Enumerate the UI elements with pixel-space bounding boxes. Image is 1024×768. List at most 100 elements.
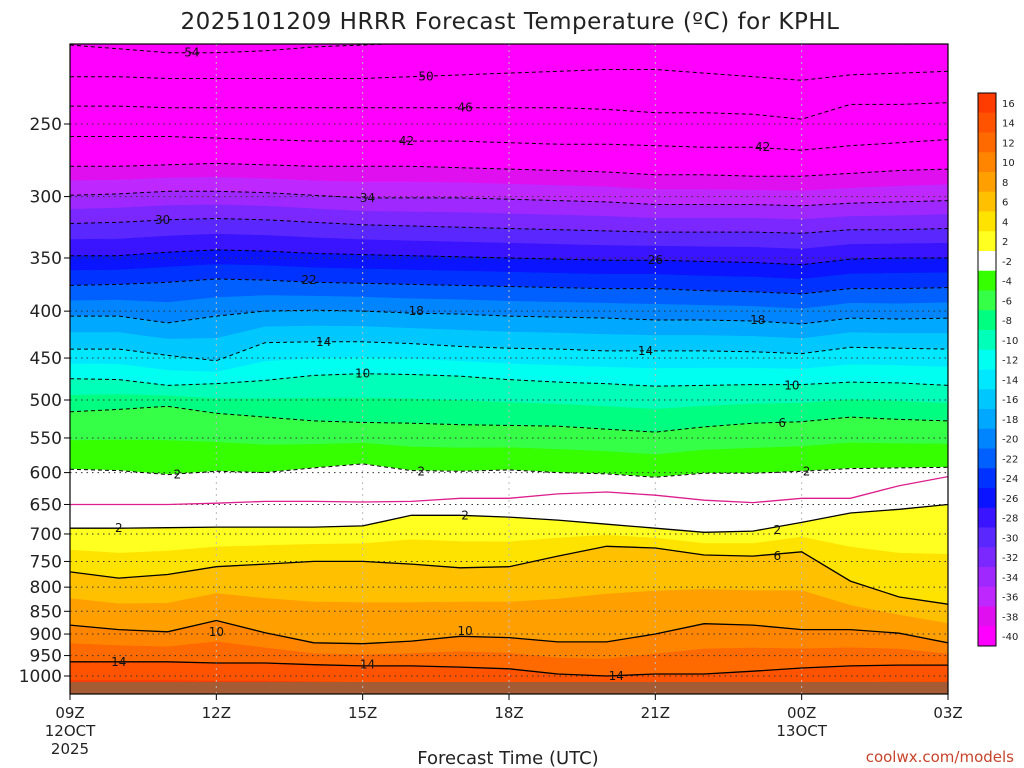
colorbar-swatch (978, 428, 996, 449)
colorbar-swatch (978, 270, 996, 291)
colorbar-swatch (978, 132, 996, 153)
colorbar-label: -14 (1002, 375, 1018, 386)
isotherm-label: 18 (409, 304, 424, 318)
colorbar-swatch (978, 409, 996, 430)
colorbar-label: -10 (1002, 336, 1018, 347)
y-tick-label: 1000 (19, 667, 62, 687)
y-tick-label: 350 (30, 249, 62, 269)
isotherm-line (70, 341, 948, 362)
colorbar-label: 2 (1002, 237, 1008, 248)
x-tick-label: 00Z (787, 704, 816, 722)
isotherm-label: 14 (609, 669, 624, 683)
colorbar-swatch (978, 191, 996, 212)
colorbar-label: 4 (1002, 217, 1008, 228)
isotherm-label: 30 (155, 213, 170, 227)
isotherm-lines (70, 44, 948, 694)
colorbar-label: 14 (1002, 119, 1015, 130)
y-tick-label: 800 (30, 578, 62, 598)
y-tick-label: 950 (30, 647, 62, 667)
colorbar-swatch (978, 211, 996, 232)
isotherm-label: 42 (755, 140, 770, 154)
colorbar-label: -26 (1002, 494, 1018, 505)
colorbar-label: -28 (1002, 514, 1018, 525)
isotherm-label: 14 (316, 335, 331, 349)
x-tick-label: 09Z (55, 704, 84, 722)
freezing-line (70, 475, 948, 506)
colorbar-label: -4 (1002, 277, 1012, 288)
y-tick-label: 550 (30, 429, 62, 449)
isotherm-label: 34 (360, 191, 375, 205)
isotherm-label: 2 (803, 464, 811, 478)
colorbar-label: -16 (1002, 395, 1018, 406)
x-tick-year: 2025 (51, 740, 89, 758)
isotherm-label: 2 (173, 468, 181, 482)
isotherm-label: 10 (784, 378, 799, 392)
colorbar-label: -40 (1002, 632, 1018, 643)
colorbar-label: -8 (1002, 316, 1012, 327)
isotherm-label: 18 (750, 313, 765, 327)
colorbar-swatch (978, 586, 996, 607)
colorbar-swatch (978, 231, 996, 252)
y-tick-label: 400 (30, 302, 62, 322)
isotherm-label: 46 (457, 101, 472, 115)
colorbar-label: -36 (1002, 593, 1018, 604)
colorbar-swatch (978, 448, 996, 469)
isotherm-label: 42 (399, 134, 414, 148)
isotherm-label: 6 (778, 416, 786, 430)
x-tick-date: 13OCT (776, 722, 827, 740)
colorbar-label: -34 (1002, 573, 1018, 584)
isotherm-label: 2 (115, 521, 123, 535)
colorbar-swatch (978, 626, 996, 647)
colorbar-legend: 16 14 12 10 8 6 4 2 -2 -4 -6 -8 -10 -12 -14 -16 -18 -20 -2… (977, 92, 1018, 647)
colorbar-swatch (978, 310, 996, 331)
colorbar-swatch (978, 152, 996, 173)
isotherm-line (70, 661, 948, 677)
isotherm-label: 2 (773, 523, 781, 537)
colorbar-swatch (978, 507, 996, 528)
x-tick-label: 21Z (641, 704, 670, 722)
x-tick-label: 03Z (933, 704, 962, 722)
colorbar-label: 6 (1002, 198, 1008, 209)
colorbar-swatch (978, 606, 996, 627)
colorbar-frame (977, 92, 997, 647)
isotherm-line (70, 545, 948, 605)
colorbar-label: -18 (1002, 415, 1018, 426)
y-tick-label: 250 (30, 115, 62, 135)
isotherm-label: 54 (184, 46, 199, 60)
y-tick-label: 650 (30, 495, 62, 515)
isotherm-label: 14 (638, 344, 653, 358)
y-tick-label: 750 (30, 552, 62, 572)
colorbar-swatch (978, 468, 996, 489)
x-tick-label: 12Z (202, 704, 231, 722)
colorbar-label: -38 (1002, 612, 1018, 623)
isotherm-label: 10 (209, 625, 224, 639)
y-tick-label: 600 (30, 464, 62, 484)
colorbar-label: 10 (1002, 158, 1015, 169)
colorbar-swatch (978, 389, 996, 410)
isotherm-line (70, 309, 948, 325)
isotherm-line (70, 503, 948, 533)
isotherm-line (70, 136, 948, 151)
colorbar-label: -22 (1002, 454, 1018, 465)
isotherm-label: 26 (648, 253, 663, 267)
colorbar-label: -12 (1002, 356, 1018, 367)
isotherm-label: 10 (355, 367, 370, 381)
isotherm-line (70, 619, 948, 645)
x-tick-label: 18Z (494, 704, 523, 722)
colorbar-swatch (978, 527, 996, 548)
isotherm-label: 50 (418, 70, 433, 84)
colorbar-swatch (978, 330, 996, 351)
y-tick-label: 850 (30, 602, 62, 622)
colorbar-label: -32 (1002, 553, 1018, 564)
source-credit: coolwx.com/models (866, 748, 1014, 766)
colorbar-swatch (978, 172, 996, 193)
colorbar-swatch (978, 349, 996, 370)
colorbar-label: 8 (1002, 178, 1008, 189)
isotherm-label: 22 (301, 273, 316, 287)
y-tick-label: 450 (30, 349, 62, 369)
isotherm-label: 2 (417, 464, 425, 478)
colorbar-label: -24 (1002, 474, 1018, 485)
colorbar-swatch (978, 567, 996, 588)
colorbar-swatch (978, 251, 996, 272)
isotherm-label: 14 (360, 658, 375, 672)
